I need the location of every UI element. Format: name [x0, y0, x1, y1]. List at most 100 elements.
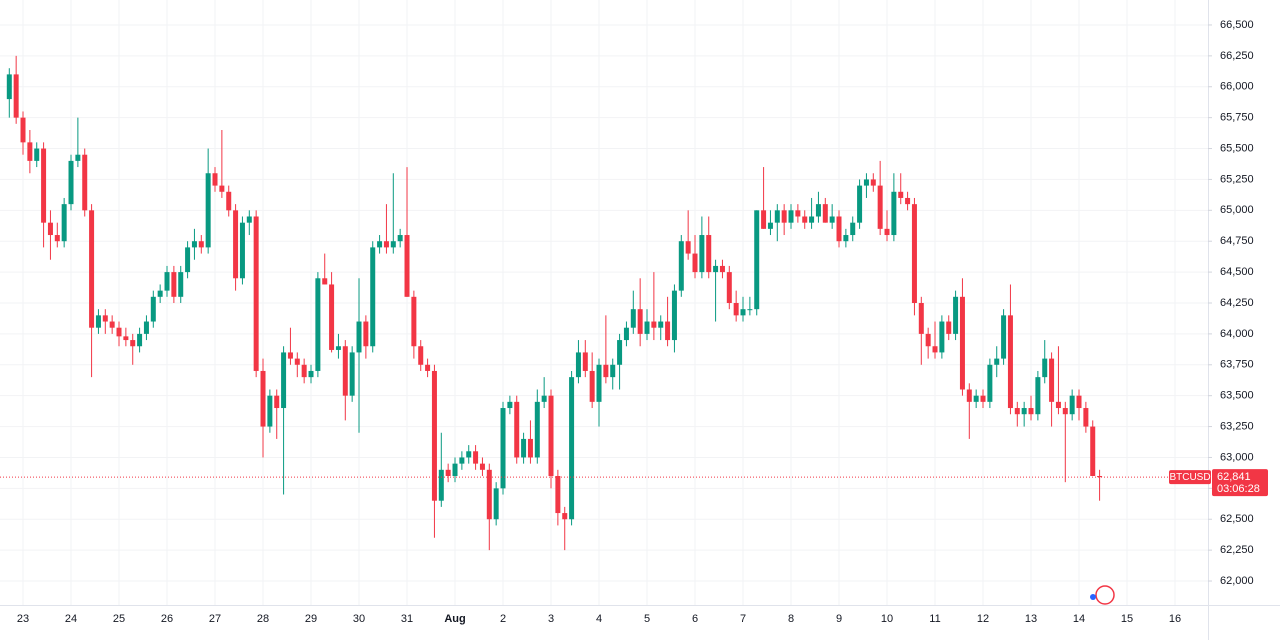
candle-body: [294, 358, 300, 365]
candle-body: [589, 370, 595, 402]
candle-body: [191, 241, 197, 248]
x-tick-label: 6: [692, 613, 698, 625]
y-tick-label: 66,500: [1220, 19, 1254, 31]
candle-body: [857, 185, 863, 223]
x-tick-label: 7: [740, 613, 746, 625]
candle-body: [939, 321, 945, 353]
candle-body: [1055, 401, 1061, 409]
x-tick-label: 26: [161, 613, 173, 625]
candle-body: [733, 302, 739, 316]
candle-body: [445, 469, 451, 476]
candle-body: [644, 321, 650, 334]
candle-body: [911, 204, 917, 303]
y-tick-label: 63,500: [1220, 390, 1254, 402]
candle-body: [61, 204, 67, 242]
logo-ring: [1095, 585, 1115, 605]
candle-body: [1028, 408, 1034, 415]
candle-body: [493, 488, 499, 520]
candle-body: [932, 346, 938, 353]
candle-body: [665, 321, 671, 341]
y-tick-label: 63,250: [1220, 420, 1254, 432]
candle-body: [555, 475, 561, 514]
countdown-label: 03:06:28: [1217, 483, 1260, 495]
x-tick-label: 25: [113, 613, 125, 625]
x-tick-label: 14: [1073, 613, 1085, 625]
y-tick-label: 65,000: [1220, 204, 1254, 216]
candle-body: [761, 210, 767, 229]
candle-body: [212, 173, 218, 186]
candle-body: [356, 321, 362, 353]
candle-body: [815, 204, 821, 217]
candle-body: [658, 321, 664, 328]
candle-body: [185, 247, 191, 273]
candle-body: [308, 370, 314, 378]
candle-body: [116, 327, 122, 337]
candle-body: [157, 290, 163, 297]
candle-body: [685, 241, 691, 254]
candle-body: [946, 321, 952, 334]
candle-body: [719, 265, 725, 273]
candle-body: [617, 340, 623, 365]
candle-body: [877, 185, 883, 229]
candle-body: [41, 148, 47, 223]
candle-body: [953, 296, 959, 334]
y-tick-label: 66,000: [1220, 81, 1254, 93]
candle-body: [95, 315, 101, 328]
candle-body: [473, 451, 479, 464]
candle-body: [980, 395, 986, 402]
candle-body: [383, 241, 389, 248]
candle-body: [1090, 426, 1096, 476]
candle-body: [500, 408, 506, 489]
candle-body: [870, 179, 876, 186]
y-tick-label: 66,250: [1220, 50, 1254, 62]
candle-body: [767, 222, 773, 229]
candle-body: [966, 389, 972, 402]
grid: [0, 0, 1208, 605]
candle-body: [596, 364, 602, 402]
y-tick-label: 65,500: [1220, 142, 1254, 154]
symbol-label: BTCUSD: [1169, 472, 1210, 483]
y-tick-label: 64,250: [1220, 297, 1254, 309]
candle-body: [1083, 408, 1089, 427]
candle-body: [534, 401, 540, 458]
candle-body: [27, 142, 33, 161]
candle-body: [253, 216, 259, 371]
candle-body: [1014, 408, 1020, 415]
x-tick-label: Aug: [444, 613, 465, 625]
candle-body: [678, 241, 684, 291]
candle-body: [822, 204, 828, 223]
candle-body: [726, 272, 732, 303]
candle-body: [68, 160, 74, 205]
candle-body: [54, 235, 60, 242]
candle-body: [692, 253, 698, 273]
candle-body: [582, 352, 588, 371]
candle-body: [130, 340, 136, 347]
candle-body: [150, 296, 156, 322]
candle-body: [713, 265, 719, 273]
candle-body: [1076, 395, 1082, 409]
price-label: 62,841: [1217, 471, 1251, 483]
candle-body: [987, 364, 993, 402]
candle-body: [925, 333, 931, 347]
x-tick-label: 11: [929, 613, 940, 625]
candle-body: [843, 235, 849, 242]
symbol-tag: [1169, 470, 1211, 485]
x-tick-label: 3: [548, 613, 554, 625]
candle-body: [918, 302, 924, 334]
candle-body: [164, 272, 170, 291]
y-tick-label: 62,250: [1220, 544, 1254, 556]
x-tick-label: 4: [596, 613, 602, 625]
candle-body: [390, 241, 396, 248]
y-tick-label: 65,250: [1220, 173, 1254, 185]
candle-body: [994, 358, 1000, 365]
candle-body: [267, 395, 273, 427]
logo: [1090, 585, 1115, 605]
candle-body: [178, 272, 184, 297]
candle-body: [233, 210, 239, 279]
candle-body: [486, 469, 492, 520]
candle-body: [973, 395, 979, 402]
candle-body: [541, 395, 547, 402]
candle-body: [459, 457, 465, 464]
candle-body: [452, 463, 458, 476]
y-tick-label: 63,750: [1220, 359, 1254, 371]
